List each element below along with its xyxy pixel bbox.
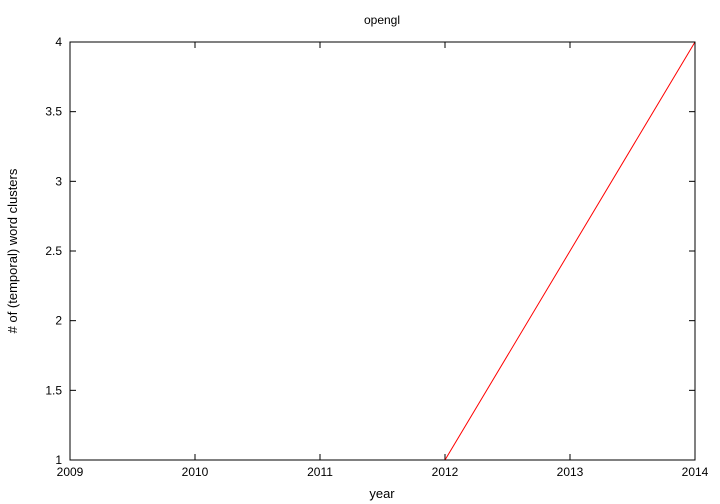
y-tick-label: 2.5 [45, 244, 62, 258]
x-tick-label: 2014 [682, 465, 709, 479]
series-line [70, 41, 696, 461]
x-tick-label: 2009 [57, 465, 84, 479]
chart-title: opengl [364, 13, 400, 27]
y-tick-label: 3.5 [45, 105, 62, 119]
x-tick-label: 2010 [182, 465, 209, 479]
y-tick-label: 2 [55, 314, 62, 328]
y-axis-label: # of (temporal) word clusters [5, 168, 20, 333]
x-tick-label: 2012 [432, 465, 459, 479]
y-tick-label: 1 [55, 453, 62, 467]
plot-frame [69, 41, 696, 461]
tick-labels: 2009 2010 2011 2012 2013 2014 1 1.5 2 2.5 3 3.5 4 [45, 35, 708, 479]
x-tick-label: 2011 [307, 465, 333, 479]
y-tick-label: 1.5 [45, 383, 62, 397]
series-layer [70, 41, 696, 461]
axis-ticks [69, 41, 696, 461]
x-axis-label: year [369, 486, 395, 501]
x-tick-label: 2013 [557, 465, 584, 479]
y-tick-label: 3 [55, 174, 62, 188]
y-tick-label: 4 [55, 35, 62, 49]
